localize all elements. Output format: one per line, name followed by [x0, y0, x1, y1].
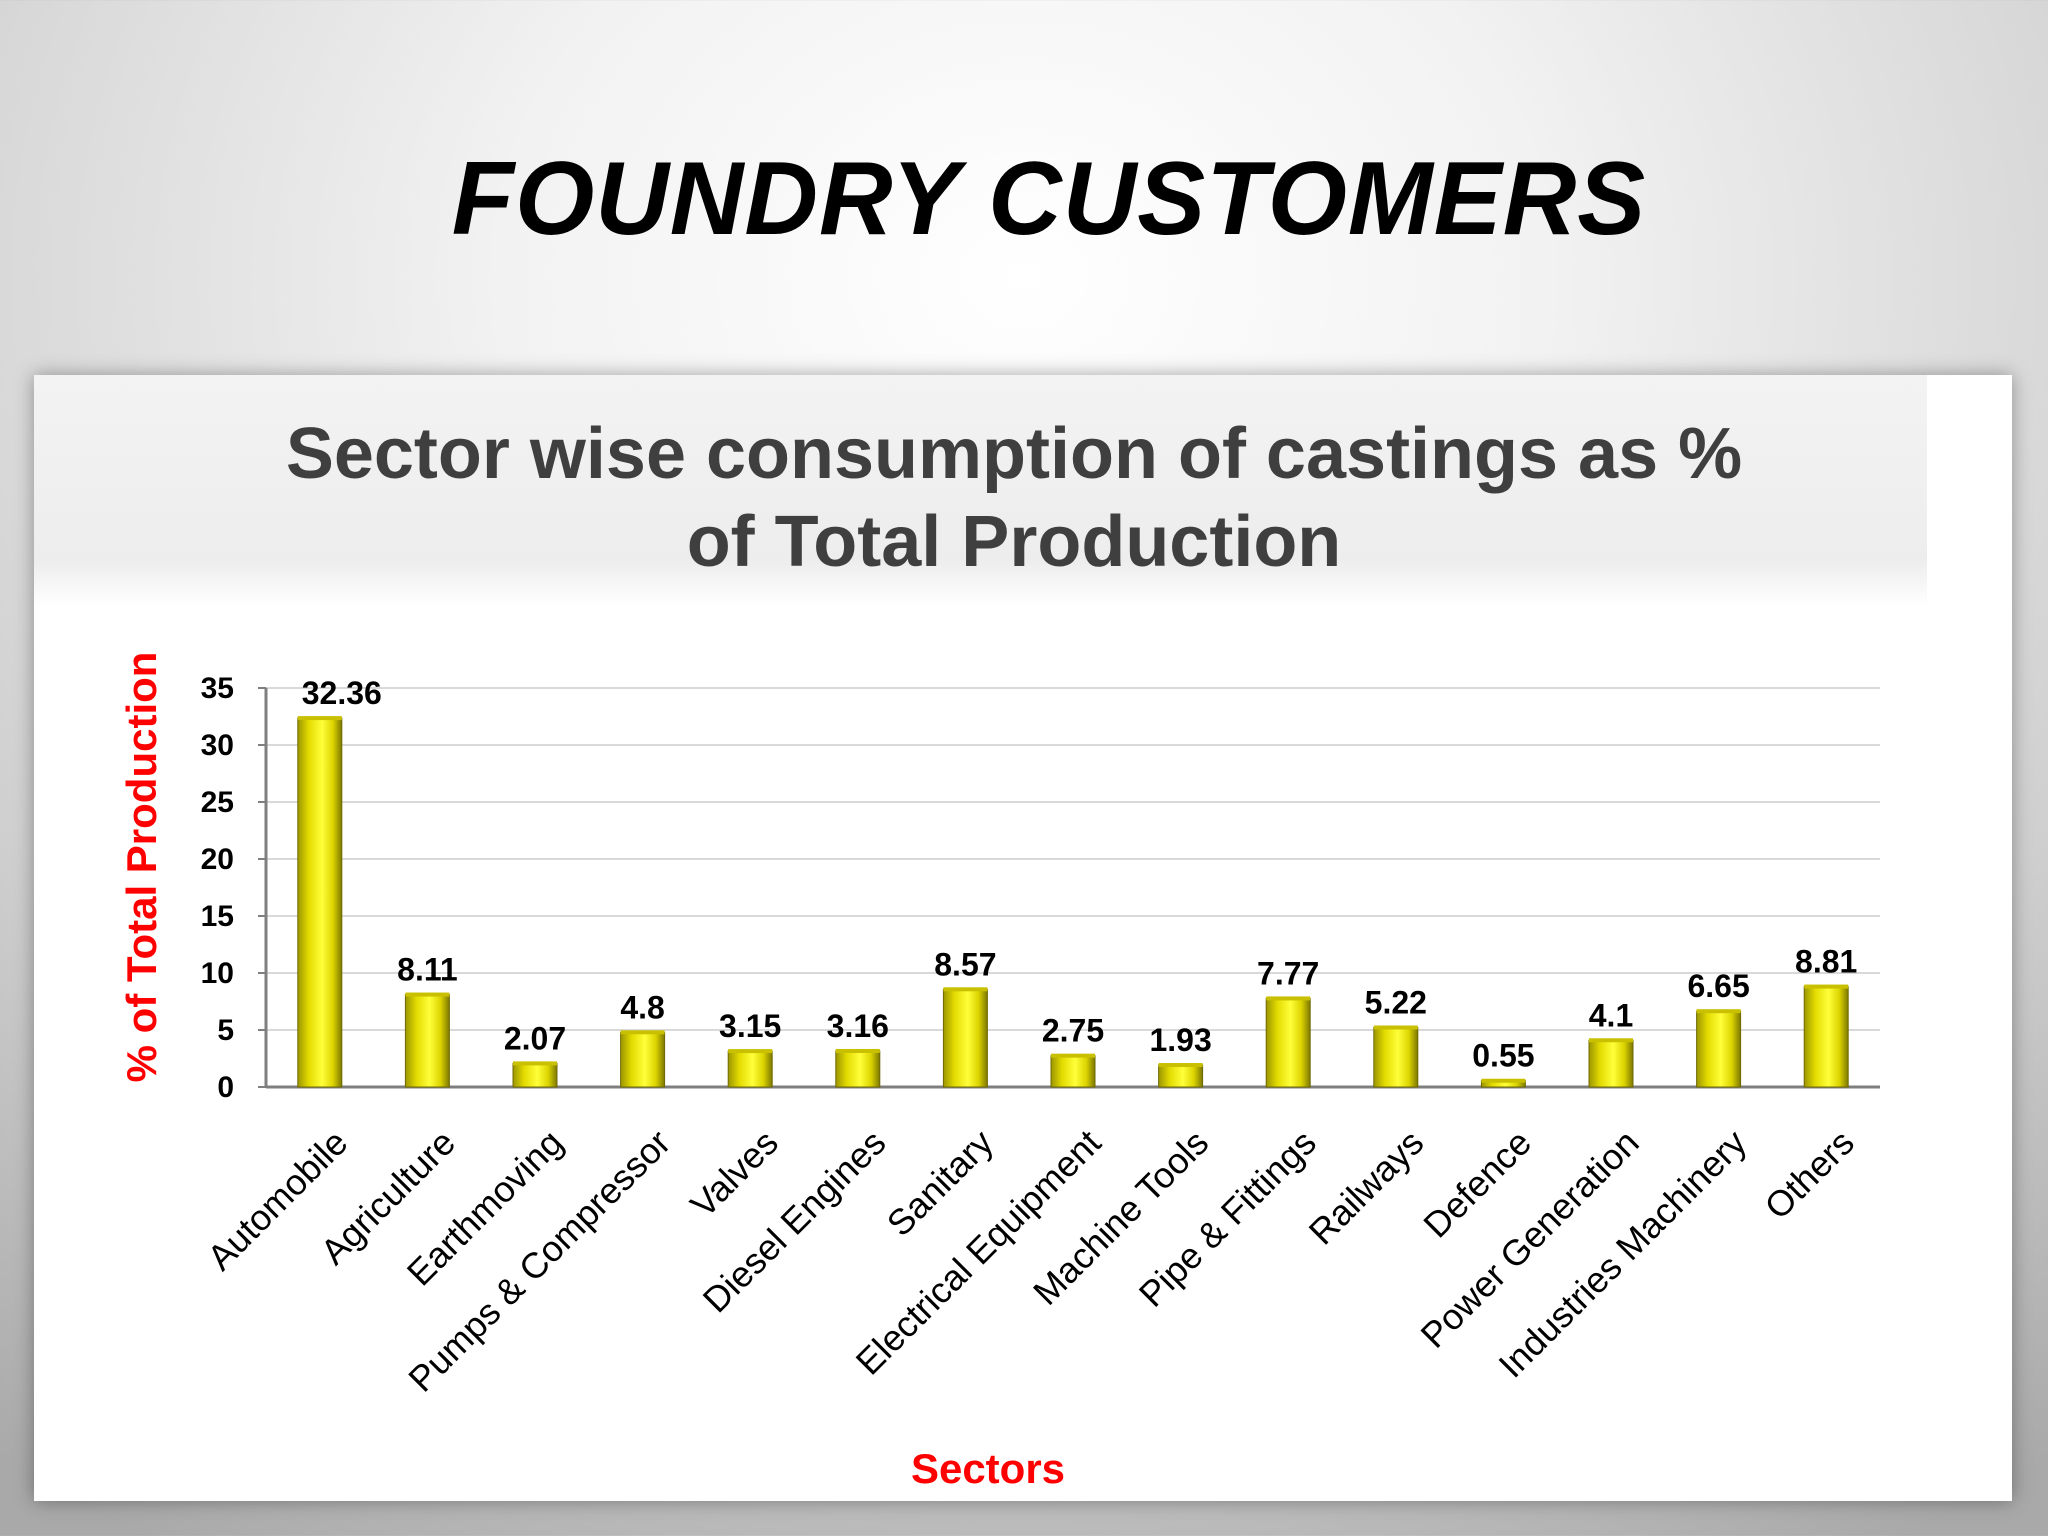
- y-tick-label: 5: [217, 1014, 234, 1047]
- data-label: 4.1: [1589, 997, 1633, 1033]
- category-label: Railways: [1301, 1122, 1432, 1253]
- y-tick-label: 25: [201, 786, 234, 819]
- data-label: 32.36: [302, 675, 382, 711]
- bar: [404, 994, 450, 1088]
- y-tick-label: 20: [201, 843, 234, 876]
- bar-cap: [943, 987, 988, 992]
- bar-cap: [1266, 996, 1311, 1001]
- bar-cap: [1373, 1025, 1418, 1030]
- chart-header: [34, 375, 1927, 607]
- bar-cap: [297, 716, 342, 721]
- y-axis-label: % of Total Production: [118, 652, 165, 1083]
- data-label: 8.81: [1795, 944, 1857, 980]
- bar-cap: [513, 1061, 557, 1066]
- data-label: 5.22: [1365, 984, 1427, 1020]
- chart-title: Sector wise consumption of castings as %…: [74, 410, 1954, 586]
- bar: [620, 1031, 666, 1088]
- data-label: 3.15: [719, 1008, 781, 1044]
- chart-title-line-2: of Total Production: [686, 502, 1342, 582]
- category-label: Others: [1756, 1122, 1861, 1227]
- bar: [1050, 1055, 1096, 1088]
- y-tick-label: 30: [201, 729, 234, 762]
- bar-chart: 0 5 10 15 20 25 30 35 32.36 8.11 2.07 4.8 3.15 3.16 8…: [118, 652, 1880, 1492]
- chart-panel: Sector wise consumption of castings as %…: [34, 375, 2012, 1501]
- bar: [1696, 1010, 1742, 1088]
- bar: [297, 717, 343, 1088]
- data-label: 3.16: [827, 1008, 889, 1044]
- bar-cap: [1158, 1062, 1203, 1067]
- data-label: 8.11: [397, 952, 458, 988]
- bar-cap: [835, 1048, 880, 1053]
- y-tick-label: 10: [201, 957, 234, 990]
- bar: [942, 988, 988, 1088]
- bar: [1158, 1064, 1204, 1088]
- bar-cap: [405, 992, 450, 997]
- data-label: 2.07: [504, 1020, 566, 1056]
- bar: [512, 1062, 558, 1088]
- bar-cap: [1804, 984, 1849, 989]
- y-tick-label: 35: [201, 672, 234, 705]
- data-label: 7.77: [1257, 955, 1319, 991]
- y-tick-label: 0: [217, 1071, 234, 1104]
- bar: [1803, 986, 1849, 1088]
- bar-cap: [728, 1049, 773, 1054]
- slide-title: FOUNDRY CUSTOMERS: [451, 141, 1647, 257]
- bar: [727, 1050, 773, 1088]
- data-label: 2.75: [1042, 1013, 1104, 1049]
- bar-cap: [1589, 1038, 1633, 1043]
- category-label: Valves: [682, 1122, 786, 1226]
- bar-cap: [1051, 1053, 1095, 1058]
- bar: [1373, 1026, 1419, 1088]
- data-label: 4.8: [620, 989, 664, 1025]
- bar: [835, 1050, 881, 1088]
- bar: [1265, 997, 1311, 1088]
- y-tick-label: 15: [201, 900, 234, 933]
- data-label: 6.65: [1687, 968, 1749, 1004]
- x-axis-label: Sectors: [911, 1445, 1065, 1492]
- data-label: 0.55: [1472, 1038, 1534, 1074]
- bar: [1588, 1039, 1634, 1088]
- bar-cap: [620, 1030, 665, 1035]
- chart-title-line-1: Sector wise consumption of castings as %: [285, 414, 1743, 494]
- data-label: 1.93: [1149, 1022, 1211, 1058]
- bar-cap: [1481, 1078, 1526, 1083]
- category-label: Diesel Engines: [695, 1122, 894, 1321]
- data-label: 8.57: [934, 946, 996, 982]
- bar-cap: [1696, 1009, 1741, 1014]
